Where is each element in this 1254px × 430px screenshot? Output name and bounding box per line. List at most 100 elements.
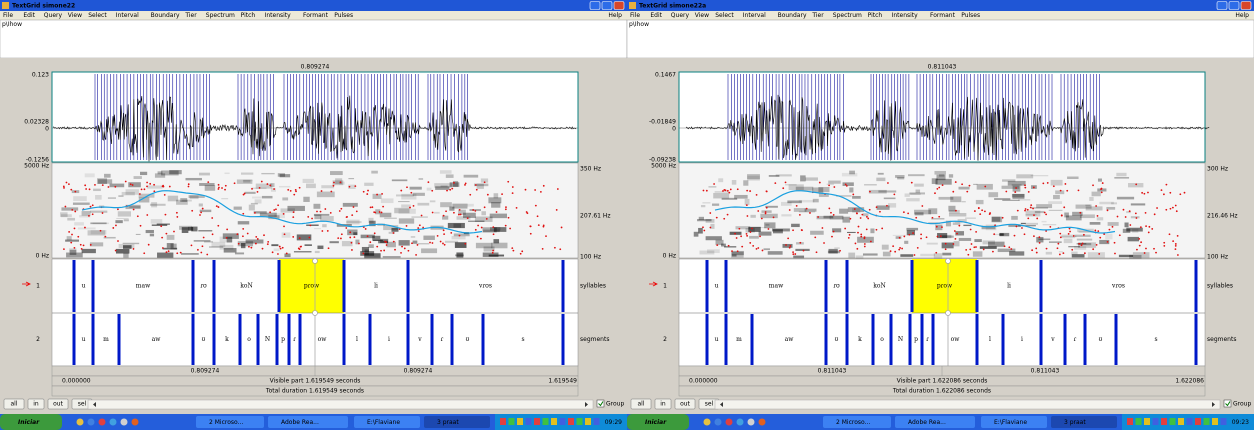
menu-item[interactable]: File	[3, 12, 13, 19]
interval-label[interactable]: N	[265, 336, 270, 343]
menu-item[interactable]: Edit	[23, 12, 35, 19]
menu-item[interactable]: Tier	[811, 12, 824, 19]
quick-launch[interactable]	[704, 419, 711, 426]
window-control[interactable]	[590, 2, 600, 10]
quick-launch[interactable]	[132, 419, 139, 426]
menu-item[interactable]: Spectrum	[206, 12, 235, 19]
menu-item[interactable]: Query	[671, 12, 690, 19]
interval-label[interactable]: v	[1050, 336, 1055, 343]
interval-label[interactable]: u	[82, 336, 86, 343]
interval-label[interactable]: o	[247, 336, 251, 343]
zoom-button-label[interactable]: out	[53, 401, 63, 408]
interval-label[interactable]: i	[388, 336, 390, 343]
interval-label[interactable]: N	[898, 336, 903, 343]
menu-item[interactable]: Query	[44, 12, 63, 19]
menu-item[interactable]: Intensity	[892, 12, 919, 19]
scrollbar[interactable]	[88, 400, 593, 409]
interval-label[interactable]: li	[1007, 283, 1011, 290]
interval-label[interactable]: ɾ	[1074, 336, 1077, 343]
taskbar-item-label[interactable]: 2 Microso...	[836, 419, 870, 426]
interval-label[interactable]: vɾʊs	[478, 283, 492, 290]
menu-item[interactable]: File	[630, 12, 640, 19]
interval-label[interactable]: ow	[318, 336, 328, 343]
zoom-button-label[interactable]: out	[680, 401, 690, 408]
interval-label[interactable]: u	[715, 336, 719, 343]
menu-item[interactable]: Select	[715, 12, 734, 19]
window-control[interactable]	[1217, 2, 1227, 10]
group-label[interactable]: Group	[606, 401, 624, 408]
zoom-button-label[interactable]: sel	[705, 401, 714, 408]
interval-label[interactable]: l	[989, 336, 991, 343]
interval-label[interactable]: ʊ	[202, 336, 206, 343]
zoom-button-label[interactable]: all	[10, 401, 17, 408]
menu-item[interactable]: View	[68, 12, 82, 19]
quick-launch[interactable]	[748, 419, 755, 426]
quick-launch[interactable]	[99, 419, 106, 426]
interval-label[interactable]: aw	[785, 336, 795, 343]
menu-item[interactable]: Pitch	[241, 12, 256, 19]
menu-item[interactable]: Pulses	[961, 12, 980, 19]
menu-item[interactable]: View	[695, 12, 709, 19]
menu-item[interactable]: Intensity	[265, 12, 292, 19]
menu-item[interactable]: Pulses	[334, 12, 353, 19]
interval-label[interactable]: ow	[951, 336, 961, 343]
quick-launch[interactable]	[77, 419, 84, 426]
interval-label[interactable]: o	[880, 336, 884, 343]
quick-launch[interactable]	[88, 419, 95, 426]
interval-label[interactable]: pɾow	[937, 283, 953, 290]
interval-label[interactable]: s	[1154, 336, 1157, 343]
interval-label[interactable]: aw	[152, 336, 162, 343]
zoom-button-label[interactable]: in	[660, 401, 666, 408]
interval-label[interactable]: koN	[240, 283, 253, 290]
interval-label[interactable]: m	[103, 336, 109, 343]
menu-item[interactable]: Pitch	[868, 12, 883, 19]
window-control[interactable]	[614, 2, 624, 10]
interval-label[interactable]: ɾ	[926, 336, 929, 343]
interval-label[interactable]: li	[374, 283, 378, 290]
menu-item[interactable]: Interval	[743, 12, 766, 19]
text-field[interactable]	[627, 20, 1254, 58]
interval-label[interactable]: ʊ	[835, 336, 839, 343]
interval-label[interactable]: k	[225, 336, 229, 343]
menu-item[interactable]: Tier	[184, 12, 197, 19]
menu-item[interactable]: Boundary	[778, 12, 807, 19]
interval-label[interactable]: ʊ	[466, 336, 470, 343]
quick-launch[interactable]	[759, 419, 766, 426]
interval-label[interactable]: ʊ	[1099, 336, 1103, 343]
taskbar-item-label[interactable]: 2 Microso...	[209, 419, 243, 426]
taskbar-item-label[interactable]: 3 praat	[437, 419, 459, 426]
menu-item[interactable]: Boundary	[151, 12, 180, 19]
interval-label[interactable]: i	[1021, 336, 1023, 343]
start-label[interactable]: Iniciar	[645, 419, 667, 426]
interval-label[interactable]: p	[914, 336, 918, 343]
quick-launch[interactable]	[121, 419, 128, 426]
zoom-button-label[interactable]: sel	[78, 401, 87, 408]
interval-label[interactable]: u	[82, 283, 86, 290]
zoom-button-label[interactable]: in	[33, 401, 39, 408]
interval-label[interactable]: ɾ	[441, 336, 444, 343]
taskbar-item-label[interactable]: Adobe Rea...	[908, 419, 946, 426]
interval-label[interactable]: k	[858, 336, 862, 343]
menu-item[interactable]: Formant	[930, 12, 956, 19]
taskbar-item-label[interactable]: E:\Flaviane	[367, 419, 400, 426]
window-control[interactable]	[1241, 2, 1251, 10]
quick-launch[interactable]	[737, 419, 744, 426]
taskbar-item-label[interactable]: E:\Flaviane	[994, 419, 1027, 426]
group-label[interactable]: Group	[1233, 401, 1251, 408]
interval-label[interactable]: koN	[873, 283, 886, 290]
interval-label[interactable]: pɾow	[304, 283, 320, 290]
taskbar-item-label[interactable]: 3 praat	[1064, 419, 1086, 426]
interval-label[interactable]: ɾʊ	[200, 283, 207, 290]
interval-label[interactable]: m	[736, 336, 742, 343]
scrollbar[interactable]	[715, 400, 1220, 409]
interval-label[interactable]: v	[417, 336, 422, 343]
interval-label[interactable]: maw	[136, 283, 151, 290]
interval-label[interactable]: p	[281, 336, 285, 343]
interval-label[interactable]: s	[521, 336, 524, 343]
zoom-button-label[interactable]: all	[637, 401, 644, 408]
interval-label[interactable]: ɾʊ	[833, 283, 840, 290]
interval-label[interactable]: vɾʊs	[1111, 283, 1125, 290]
window-control[interactable]	[602, 2, 612, 10]
menu-item[interactable]: Spectrum	[833, 12, 862, 19]
menu-help[interactable]: Help	[608, 12, 622, 19]
